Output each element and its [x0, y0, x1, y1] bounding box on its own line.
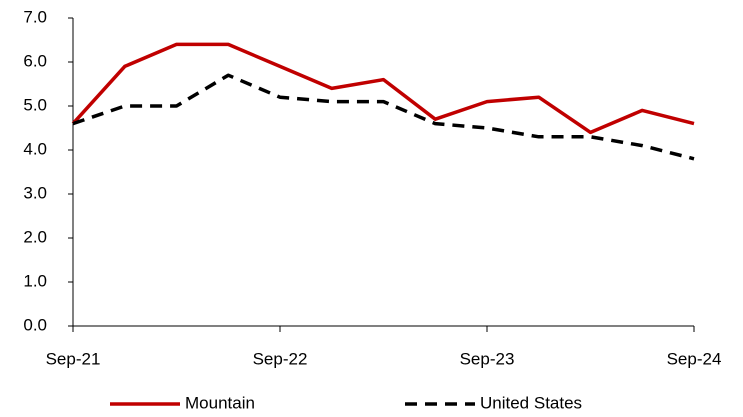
legend-label: Mountain [185, 393, 255, 412]
x-tick-label: Sep-21 [46, 349, 101, 368]
y-tick-label: 3.0 [23, 183, 47, 202]
y-tick-label: 2.0 [23, 227, 47, 246]
x-tick-label: Sep-22 [253, 349, 308, 368]
y-tick-label: 6.0 [23, 51, 47, 70]
legend-label: United States [480, 393, 582, 412]
y-tick-label: 1.0 [23, 271, 47, 290]
y-tick-label: 5.0 [23, 95, 47, 114]
y-tick-label: 0.0 [23, 315, 47, 334]
y-tick-label: 7.0 [23, 7, 47, 26]
y-tick-label: 4.0 [23, 139, 47, 158]
x-tick-label: Sep-24 [667, 349, 722, 368]
series-line [71, 42, 695, 135]
series-line [72, 73, 695, 161]
x-tick-label: Sep-23 [460, 349, 515, 368]
